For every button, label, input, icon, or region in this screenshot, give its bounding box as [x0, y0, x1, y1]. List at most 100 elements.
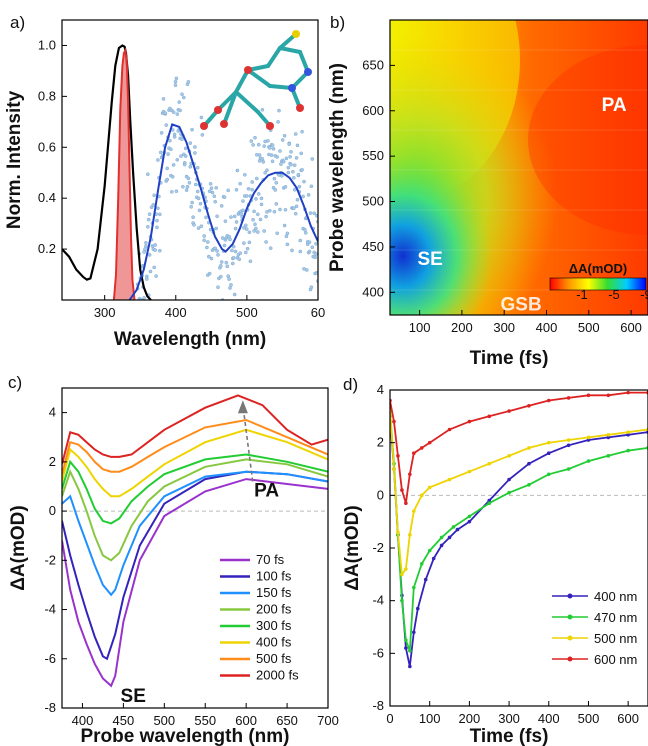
scatter-point	[285, 242, 290, 247]
series-line-d-0	[390, 416, 648, 667]
scatter-point	[298, 249, 303, 254]
scatter-point	[289, 162, 293, 167]
scatter-point	[296, 172, 301, 177]
scatter-point	[151, 203, 156, 207]
scatter-point	[272, 209, 277, 214]
scatter-point	[225, 264, 230, 269]
scatter-point	[234, 220, 239, 224]
scatter-point	[274, 202, 279, 206]
scatter-point	[298, 238, 303, 243]
y-tick-label-c: 2	[49, 454, 56, 469]
scatter-point	[267, 208, 272, 213]
scatter-point	[193, 145, 197, 149]
scatter-point	[315, 270, 318, 275]
series-point-d-2	[400, 572, 404, 577]
scatter-point	[281, 159, 286, 164]
legend-label-d: 400 nm	[594, 589, 637, 604]
scatter-point	[205, 245, 209, 250]
molecule-atom	[266, 122, 274, 130]
scatter-point	[288, 154, 292, 159]
scatter-point	[135, 309, 138, 312]
plot-area-c	[62, 394, 328, 688]
series-point-d-0	[566, 443, 571, 448]
scatter-point	[186, 176, 191, 181]
scatter-point	[293, 132, 298, 136]
series-point-d-1	[527, 483, 531, 487]
scatter-point	[144, 244, 148, 248]
axes-frame-a	[61, 19, 319, 301]
scatter-point	[278, 207, 282, 212]
scatter-point	[183, 154, 188, 158]
scatter-point	[178, 108, 182, 113]
scatter-point	[233, 226, 238, 231]
y-tick-label-c: 4	[49, 405, 56, 420]
scatter-point	[165, 177, 169, 182]
scatter-point	[142, 296, 146, 300]
annotation-pa: PA	[602, 95, 627, 116]
scatter-point	[233, 249, 238, 254]
series-point-d-2	[546, 440, 551, 445]
scatter-point	[251, 217, 255, 222]
series-point-d-2	[507, 454, 511, 458]
scatter-point	[143, 318, 146, 321]
scatter-point	[222, 195, 227, 199]
scatter-point	[285, 231, 290, 236]
scatter-point	[212, 194, 217, 198]
scatter-point	[227, 277, 231, 281]
scatter-point	[163, 111, 168, 115]
series-point-d-0	[626, 432, 630, 437]
scatter-point	[180, 92, 184, 96]
scatter-point	[226, 188, 230, 193]
scatter-point	[196, 226, 201, 230]
scatter-point	[264, 214, 268, 219]
x-tick-label-b: 600	[620, 320, 642, 335]
scatter-point	[224, 260, 229, 265]
series-line-c-2	[62, 470, 328, 597]
scatter-point	[193, 182, 198, 187]
scatter-point	[254, 176, 259, 181]
scatter-point	[278, 149, 282, 153]
annotation-se-c: SE	[121, 686, 146, 707]
scatter-point	[308, 211, 313, 215]
scatter-point	[218, 263, 223, 268]
scatter-point	[199, 224, 204, 228]
scatter-point	[219, 204, 224, 208]
scatter-point	[302, 179, 306, 184]
scatter-point	[186, 80, 191, 84]
scatter-point	[253, 222, 257, 227]
legend-label-d: 500 nm	[594, 631, 637, 646]
y-axis-label-c: ΔA(mOD)	[8, 505, 29, 590]
y-axis-label-d: ΔA(mOD)	[342, 505, 363, 590]
y-axis-label-a: Norm. Intensity	[4, 90, 25, 229]
scatter-point	[297, 184, 302, 189]
series-point-d-3	[507, 409, 511, 413]
scatter-point	[157, 248, 162, 253]
scatter-point	[189, 204, 193, 209]
scatter-point	[260, 108, 265, 112]
scatter-point	[275, 155, 280, 159]
scatter-point	[207, 271, 212, 276]
series-point-d-1	[427, 548, 432, 553]
molecule-bond	[266, 46, 282, 68]
scatter-point	[291, 206, 296, 211]
scatter-point	[230, 261, 235, 266]
scatter-point	[262, 144, 267, 148]
scatter-point	[314, 252, 318, 256]
y-tick-label-c: -2	[44, 552, 56, 567]
scatter-point	[248, 259, 253, 264]
scatter-point	[294, 156, 299, 160]
x-axis-label-a: Wavelength (nm)	[114, 329, 266, 350]
legend-label-c: 300 fs	[256, 618, 292, 633]
scatter-point	[232, 292, 237, 297]
x-tick-label-a: 400	[165, 305, 187, 320]
scatter-point	[289, 149, 293, 154]
scatter-point	[237, 257, 242, 262]
scatter-point	[229, 283, 233, 287]
scatter-point	[195, 165, 200, 170]
scatter-point	[198, 201, 203, 206]
colorbar-tick-label: -1	[576, 287, 588, 302]
scatter-point	[287, 142, 292, 146]
scatter-point	[190, 127, 194, 132]
x-tick-label-c: 450	[113, 713, 135, 728]
scatter-point	[206, 254, 211, 259]
